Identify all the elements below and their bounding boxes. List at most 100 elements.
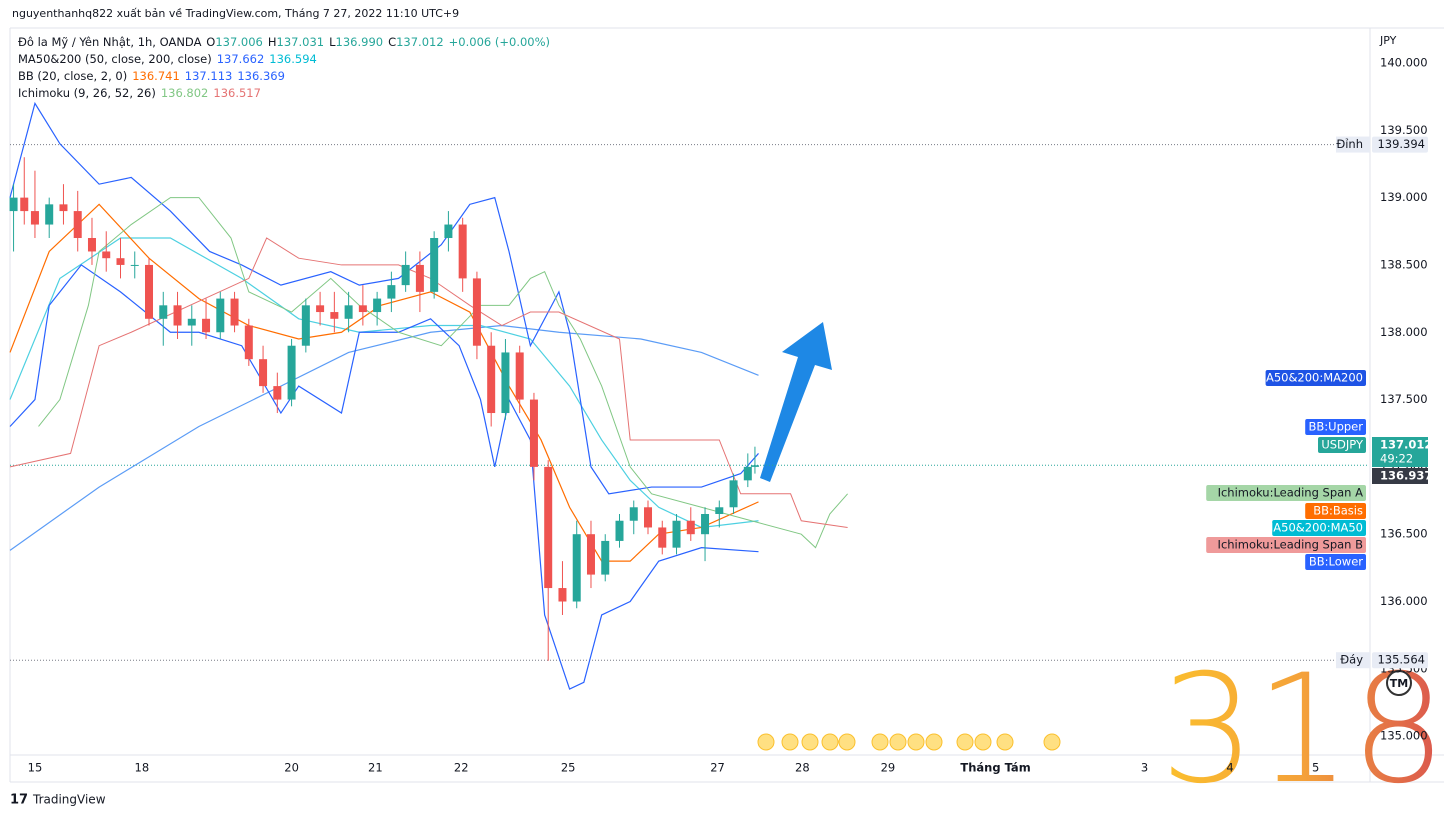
candle-body [729,480,738,508]
symbol-label: USDJPY [1321,438,1364,452]
price-label: BB:Lower [1309,555,1363,569]
legend-token: BB (20, close, 2, 0) [18,69,127,83]
legend-token: 137.031 [277,35,325,49]
legend-token: 136.741 [132,69,180,83]
y-tick-label: 136.000 [1380,594,1428,608]
price-label-bg [1206,485,1366,501]
legend-token: Ichimoku (9, 26, 52, 26) [18,86,156,100]
x-tick-label: 21 [368,761,383,775]
tm-circle [1386,670,1412,696]
y-tick-label: 138.500 [1380,257,1428,271]
legend-row: Đô la Mỹ / Yên Nhật, 1h, OANDA O137.006 H1… [18,35,550,49]
x-tick-label: 25 [561,761,576,775]
y-tick-label: 135.000 [1380,729,1428,743]
legend-row: BB (20, close, 2, 0) 136.741 137.113 136.36… [18,69,285,83]
legend-token: H [268,35,277,49]
candle-body [287,345,296,400]
event-icon[interactable] [821,733,839,751]
event-icon[interactable] [871,733,889,751]
x-tick-label: 22 [454,761,469,775]
event-icon[interactable] [974,733,992,751]
candle-body [45,204,54,225]
currency: JPY [1379,34,1397,47]
legend-token: Đô la Mỹ / Yên Nhật, 1h, OANDA [18,35,202,49]
x-tick-label: 27 [710,761,725,775]
event-icon[interactable] [907,733,925,751]
arrow [760,322,832,482]
event-icon[interactable] [996,733,1014,751]
price-label: MA50&200:MA200 [1256,371,1363,385]
candle-body [159,305,168,319]
legend-row: MA50&200 (50, close, 200, close) 137.662 1… [18,52,317,66]
low-price-bg [1372,652,1428,669]
candle-body [145,264,154,319]
candle-body [444,224,453,239]
candle-body [230,298,239,326]
countdown: 49:22 [1380,452,1413,466]
legend-token: C [388,35,396,49]
x-tick-label: 20 [284,761,299,775]
price-label-bg [1305,503,1366,519]
x-tick-label: 18 [135,761,150,775]
high-price: 139.394 [1377,137,1425,151]
x-tick-label: 3 [1141,761,1148,775]
candle-body [116,258,125,265]
event-icon[interactable] [757,733,775,751]
candle-body [615,520,624,541]
candle-body [373,298,382,313]
event-icon[interactable] [838,733,856,751]
candle-body [458,224,467,279]
event-icon[interactable] [925,733,943,751]
legend-token: 136.594 [269,52,317,66]
candle-body [102,251,111,259]
symbol-label-bg [1318,437,1366,453]
candle-body [316,305,325,313]
plot [9,101,1368,690]
candle-body [415,264,424,292]
candle-body [301,305,310,346]
price-label-bg [1265,370,1366,386]
candle-body [501,352,510,414]
legend-token: 137.662 [217,52,265,66]
high-price-bg [1372,136,1428,153]
candle-body [87,238,96,252]
candle-body [401,264,410,286]
candle-body [216,298,225,333]
candle-body [701,514,710,535]
last-price-bg [1372,437,1428,467]
events [757,733,1061,751]
event-icon[interactable] [889,733,907,751]
candle-body [358,305,367,313]
candle-body [59,204,68,212]
prev-price: 136.937 [1380,469,1432,483]
publisher: nguyenthanhq822 xuất bản về TradingView.… [12,7,459,20]
y-tick-label: 136.500 [1380,527,1428,541]
low-label-bg [1336,652,1370,669]
indicator-line [9,101,759,495]
event-icon[interactable] [801,733,819,751]
event-icon[interactable] [956,733,974,751]
candle-body [73,211,82,239]
x-tick-label: 28 [795,761,810,775]
candle-body [30,211,39,225]
indicator-line [9,237,759,529]
candle-body [130,264,139,266]
legend-token: +0.006 (+0.00%) [449,35,550,49]
legend-row: Ichimoku (9, 26, 52, 26) 136.802 136.517 [18,86,261,100]
legend-token: 136.990 [336,35,384,49]
candle-body [750,465,759,467]
candle-body [487,345,496,414]
candle-body [344,305,353,319]
event-icon[interactable] [1043,733,1061,751]
high-label-bg [1336,136,1370,153]
price-label-bg [1206,537,1366,553]
x-tick-label: 29 [881,761,896,775]
y-tick-label: 139.500 [1380,123,1428,137]
candle-body [586,534,595,575]
candle-body [173,305,182,326]
candle-body [544,466,553,589]
legend-token: 137.012 [396,35,444,49]
x-tick-label: 15 [28,761,43,775]
event-icon[interactable] [781,733,799,751]
